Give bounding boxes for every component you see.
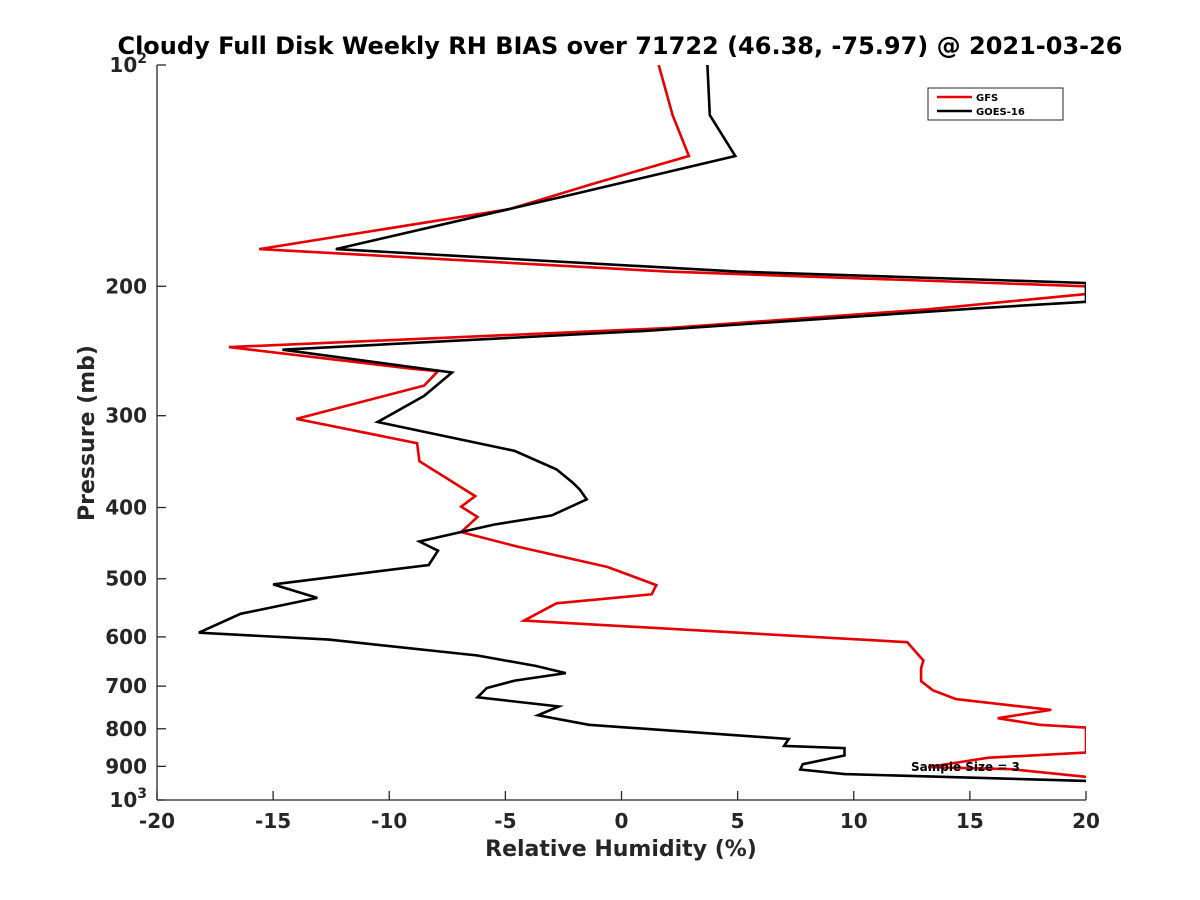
x-tick-label: 15 [956,809,984,833]
y-axis-label: Pressure (mb) [75,345,100,521]
chart-title: Cloudy Full Disk Weekly RH BIAS over 717… [117,32,1122,60]
x-tick-label: 20 [1072,809,1100,833]
x-tick-label: -15 [255,809,291,833]
legend-label-goes16: GOES-16 [976,107,1025,118]
series-line-goes16 [198,65,1086,783]
x-tick-label: 5 [731,809,745,833]
sample-size-annotation: Sample Size = 3 [911,760,1020,774]
plot-lines [198,65,1086,783]
y-tick-label: 300 [105,404,147,428]
legend: GFS GOES-16 [927,87,1064,121]
y-tick-label: 200 [105,274,147,298]
x-axis-label: Relative Humidity (%) [485,837,757,862]
y-tick-label: 600 [105,625,147,649]
y-tick-label: 103 [109,786,147,812]
series-line-gfs [228,65,1086,779]
axes: -20 -15 -10 -5 0 5 10 15 20 102 200 300 400 500 600 700… [105,51,1100,833]
y-tick-label: 500 [105,567,147,591]
x-tick-label: -20 [139,809,175,833]
y-tick-label: 102 [109,51,147,77]
x-tick-label: 10 [840,809,868,833]
y-tick-label: 800 [105,717,147,741]
x-tick-label: -5 [494,809,516,833]
y-tick-label: 700 [105,674,147,698]
x-tick-label: 0 [615,809,629,833]
y-tick-label: 400 [105,496,147,520]
x-tick-label: -10 [371,809,407,833]
legend-label-gfs: GFS [976,93,998,104]
y-tick-label: 900 [105,754,147,778]
